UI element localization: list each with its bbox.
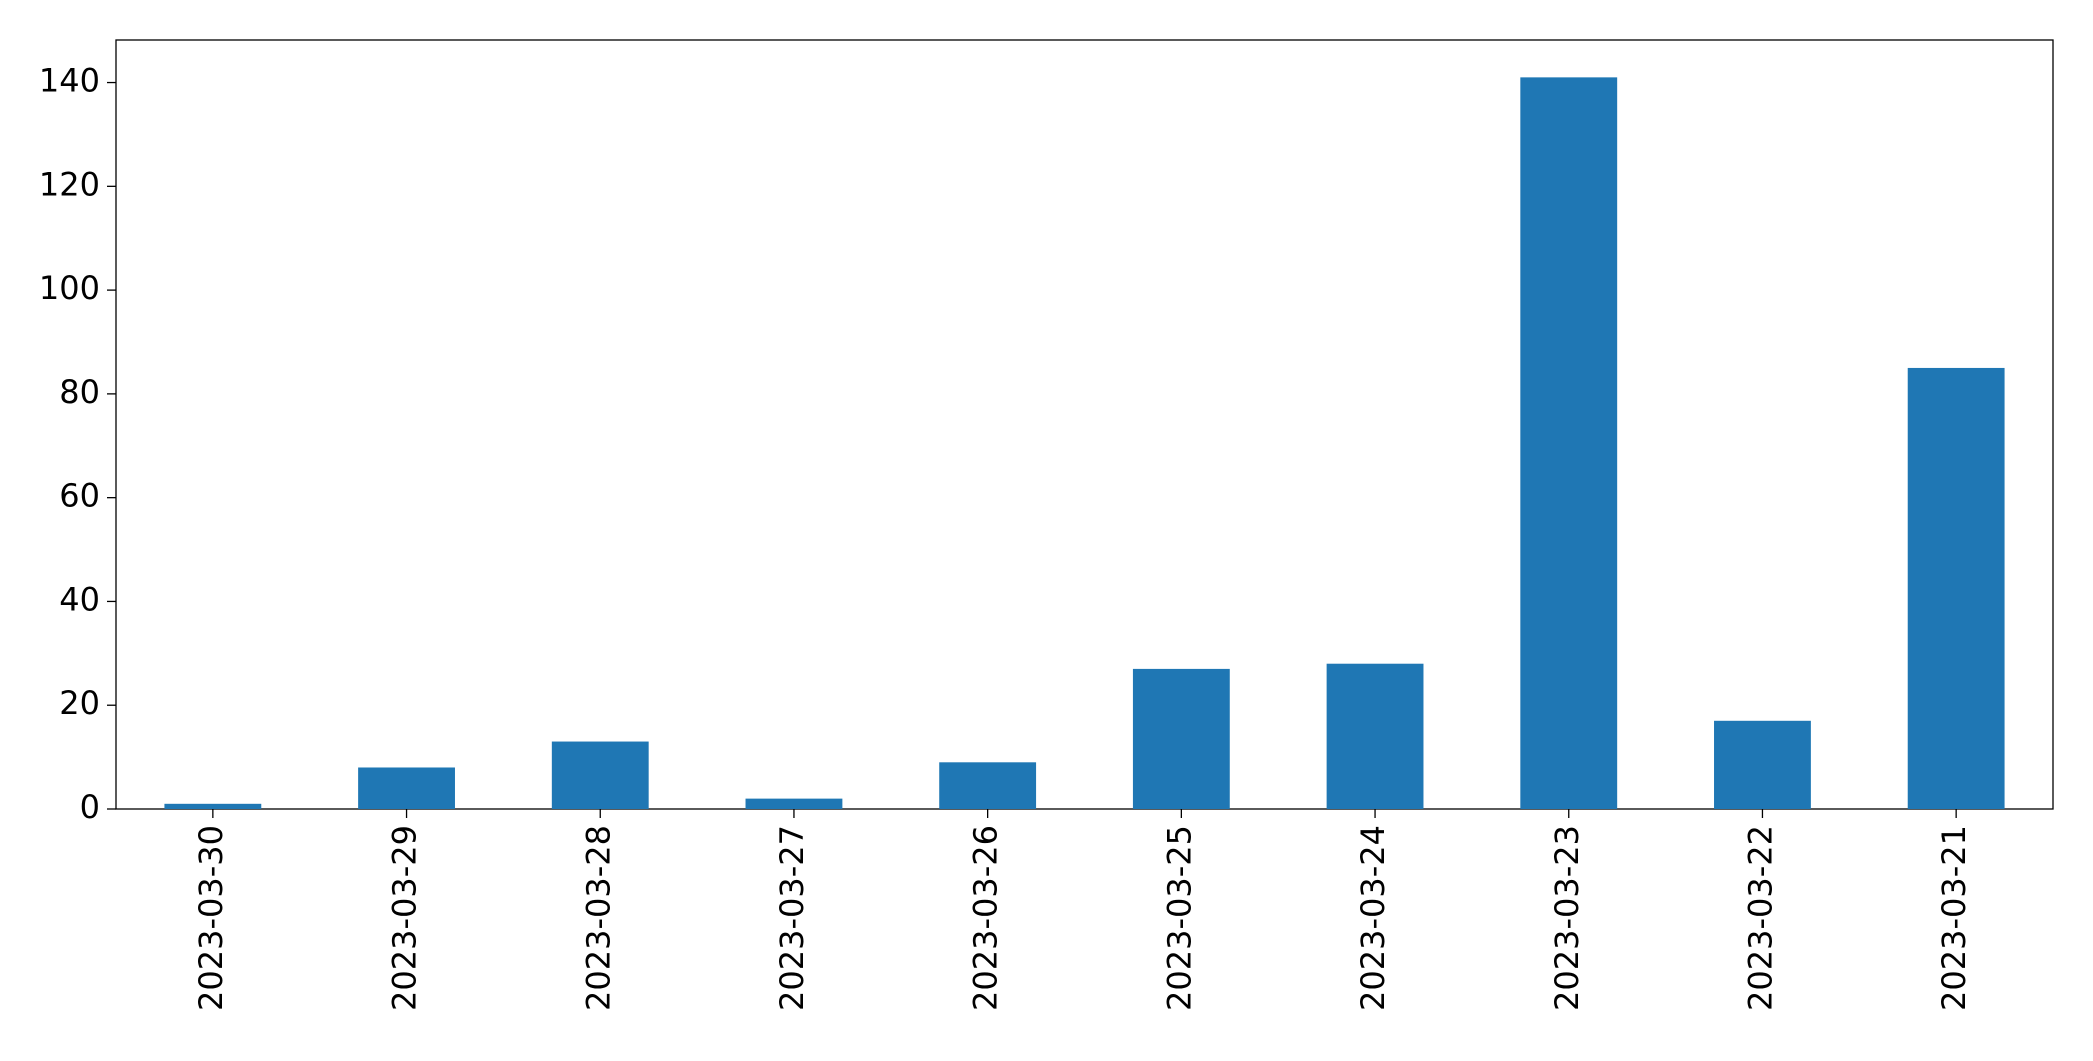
- bar: [164, 803, 262, 809]
- y-tick-label: 20: [59, 684, 100, 722]
- x-tick-label: 2023-03-25: [1160, 825, 1198, 1011]
- y-tick-label: 40: [59, 580, 100, 618]
- bar: [1520, 77, 1618, 809]
- y-tick-label: 80: [59, 373, 100, 411]
- y-tick-label: 0: [80, 788, 100, 826]
- bar: [1907, 367, 2005, 809]
- bar: [745, 798, 843, 809]
- y-tick-label: 140: [39, 62, 100, 100]
- x-tick-label: 2023-03-26: [967, 825, 1005, 1011]
- x-tick-label: 2023-03-22: [1741, 825, 1779, 1011]
- x-tick-label: 2023-03-24: [1354, 825, 1392, 1011]
- y-tick-label: 60: [59, 477, 100, 515]
- x-tick-label: 2023-03-23: [1548, 825, 1586, 1011]
- bar: [551, 741, 649, 809]
- plot-frame: [115, 39, 2054, 810]
- bar: [358, 767, 455, 809]
- y-tick-label: 120: [39, 165, 100, 203]
- x-tick-label: 2023-03-30: [192, 825, 230, 1011]
- x-tick-label: 2023-03-21: [1935, 825, 1973, 1011]
- bar: [1132, 668, 1230, 809]
- y-tick-label: 100: [39, 269, 100, 307]
- bar: [939, 762, 1037, 809]
- x-tick-label: 2023-03-29: [386, 825, 424, 1011]
- x-tick-label: 2023-03-28: [579, 825, 617, 1011]
- bar: [1714, 720, 1811, 809]
- x-tick-label: 2023-03-27: [773, 825, 811, 1011]
- bar: [1326, 663, 1424, 809]
